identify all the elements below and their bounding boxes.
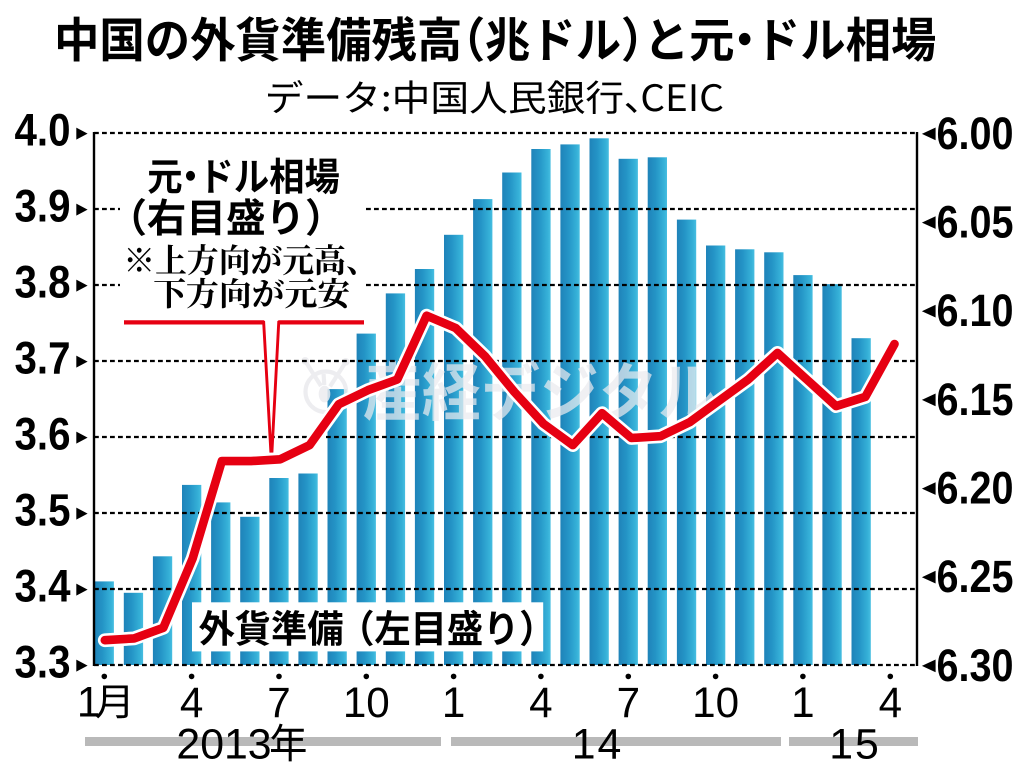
svg-text:6.30: 6.30 (937, 640, 1014, 691)
svg-text:4: 4 (879, 679, 902, 726)
svg-text:1: 1 (442, 679, 465, 726)
svg-text:4.0: 4.0 (15, 105, 71, 156)
svg-text:6.20: 6.20 (937, 463, 1014, 514)
svg-text:3.6: 3.6 (15, 409, 71, 460)
svg-text:2013: 2013 (176, 720, 271, 768)
svg-text:1: 1 (791, 679, 814, 726)
svg-text:15: 15 (829, 720, 881, 768)
svg-text:6.10: 6.10 (937, 285, 1014, 336)
svg-text:4: 4 (180, 679, 203, 726)
svg-text:3.9: 3.9 (15, 181, 71, 232)
svg-text:10: 10 (692, 679, 739, 726)
svg-text:4: 4 (529, 679, 552, 726)
svg-text:7: 7 (267, 679, 290, 726)
svg-text:1: 1 (77, 679, 100, 726)
svg-text:3.3: 3.3 (15, 637, 71, 688)
svg-text:3.4: 3.4 (15, 561, 72, 612)
svg-text:3.8: 3.8 (15, 257, 71, 308)
svg-text:10: 10 (343, 679, 390, 726)
svg-text:3.7: 3.7 (15, 333, 71, 384)
svg-text:6.05: 6.05 (937, 197, 1014, 248)
svg-text:6.25: 6.25 (937, 551, 1014, 602)
svg-text:6.00: 6.00 (937, 108, 1014, 159)
svg-text:6.15: 6.15 (937, 374, 1014, 425)
svg-text:14: 14 (572, 720, 624, 768)
svg-text:3.5: 3.5 (15, 485, 71, 536)
svg-text:7: 7 (617, 679, 640, 726)
